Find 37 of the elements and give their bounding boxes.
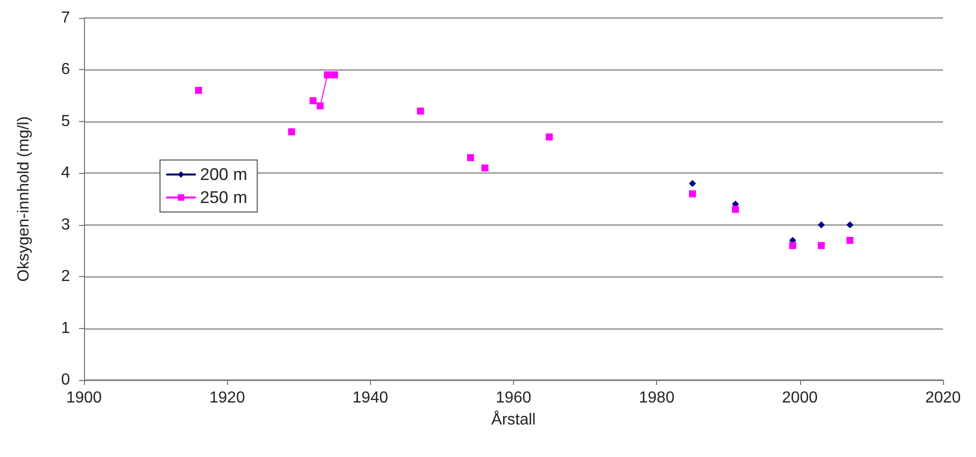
point — [316, 102, 324, 110]
y-tick-label: 6 — [61, 61, 70, 78]
x-tick-label: 1960 — [496, 390, 532, 406]
y-axis-title: Oksygen-innhold (mg/l) — [16, 116, 32, 282]
y-tick-label: 5 — [61, 112, 70, 130]
x-axis-title: Årstall — [491, 410, 536, 428]
point — [546, 133, 553, 140]
point — [846, 236, 854, 244]
point — [331, 71, 338, 78]
x-tick-label: 1900 — [66, 390, 102, 406]
y-tick-label: 4 — [61, 164, 70, 182]
point — [195, 86, 202, 94]
point — [732, 206, 739, 213]
x-tick-label: 2000 — [782, 390, 818, 406]
y-tick-label: 0 — [61, 372, 70, 388]
point — [416, 108, 424, 115]
point — [846, 221, 854, 228]
y-tick-label: 3 — [61, 216, 70, 234]
point — [818, 221, 825, 228]
y-tick-label: 1 — [61, 320, 70, 337]
point — [467, 154, 474, 162]
point — [310, 97, 317, 104]
y-tick-label: 7 — [61, 10, 70, 26]
point — [688, 180, 696, 187]
y-tick-label: 2 — [61, 268, 70, 286]
x-tick-label: 1940 — [352, 390, 388, 406]
point — [481, 164, 488, 172]
point — [789, 242, 796, 250]
legend-label: 200 m — [200, 165, 248, 184]
point — [818, 242, 825, 250]
point — [288, 128, 296, 136]
point — [688, 190, 696, 198]
x-tick-label: 1980 — [638, 390, 675, 406]
x-tick-label: 1920 — [209, 390, 246, 406]
legend-label: 250 m — [200, 188, 248, 207]
point — [324, 71, 331, 78]
x-tick-label: 2020 — [925, 390, 961, 406]
